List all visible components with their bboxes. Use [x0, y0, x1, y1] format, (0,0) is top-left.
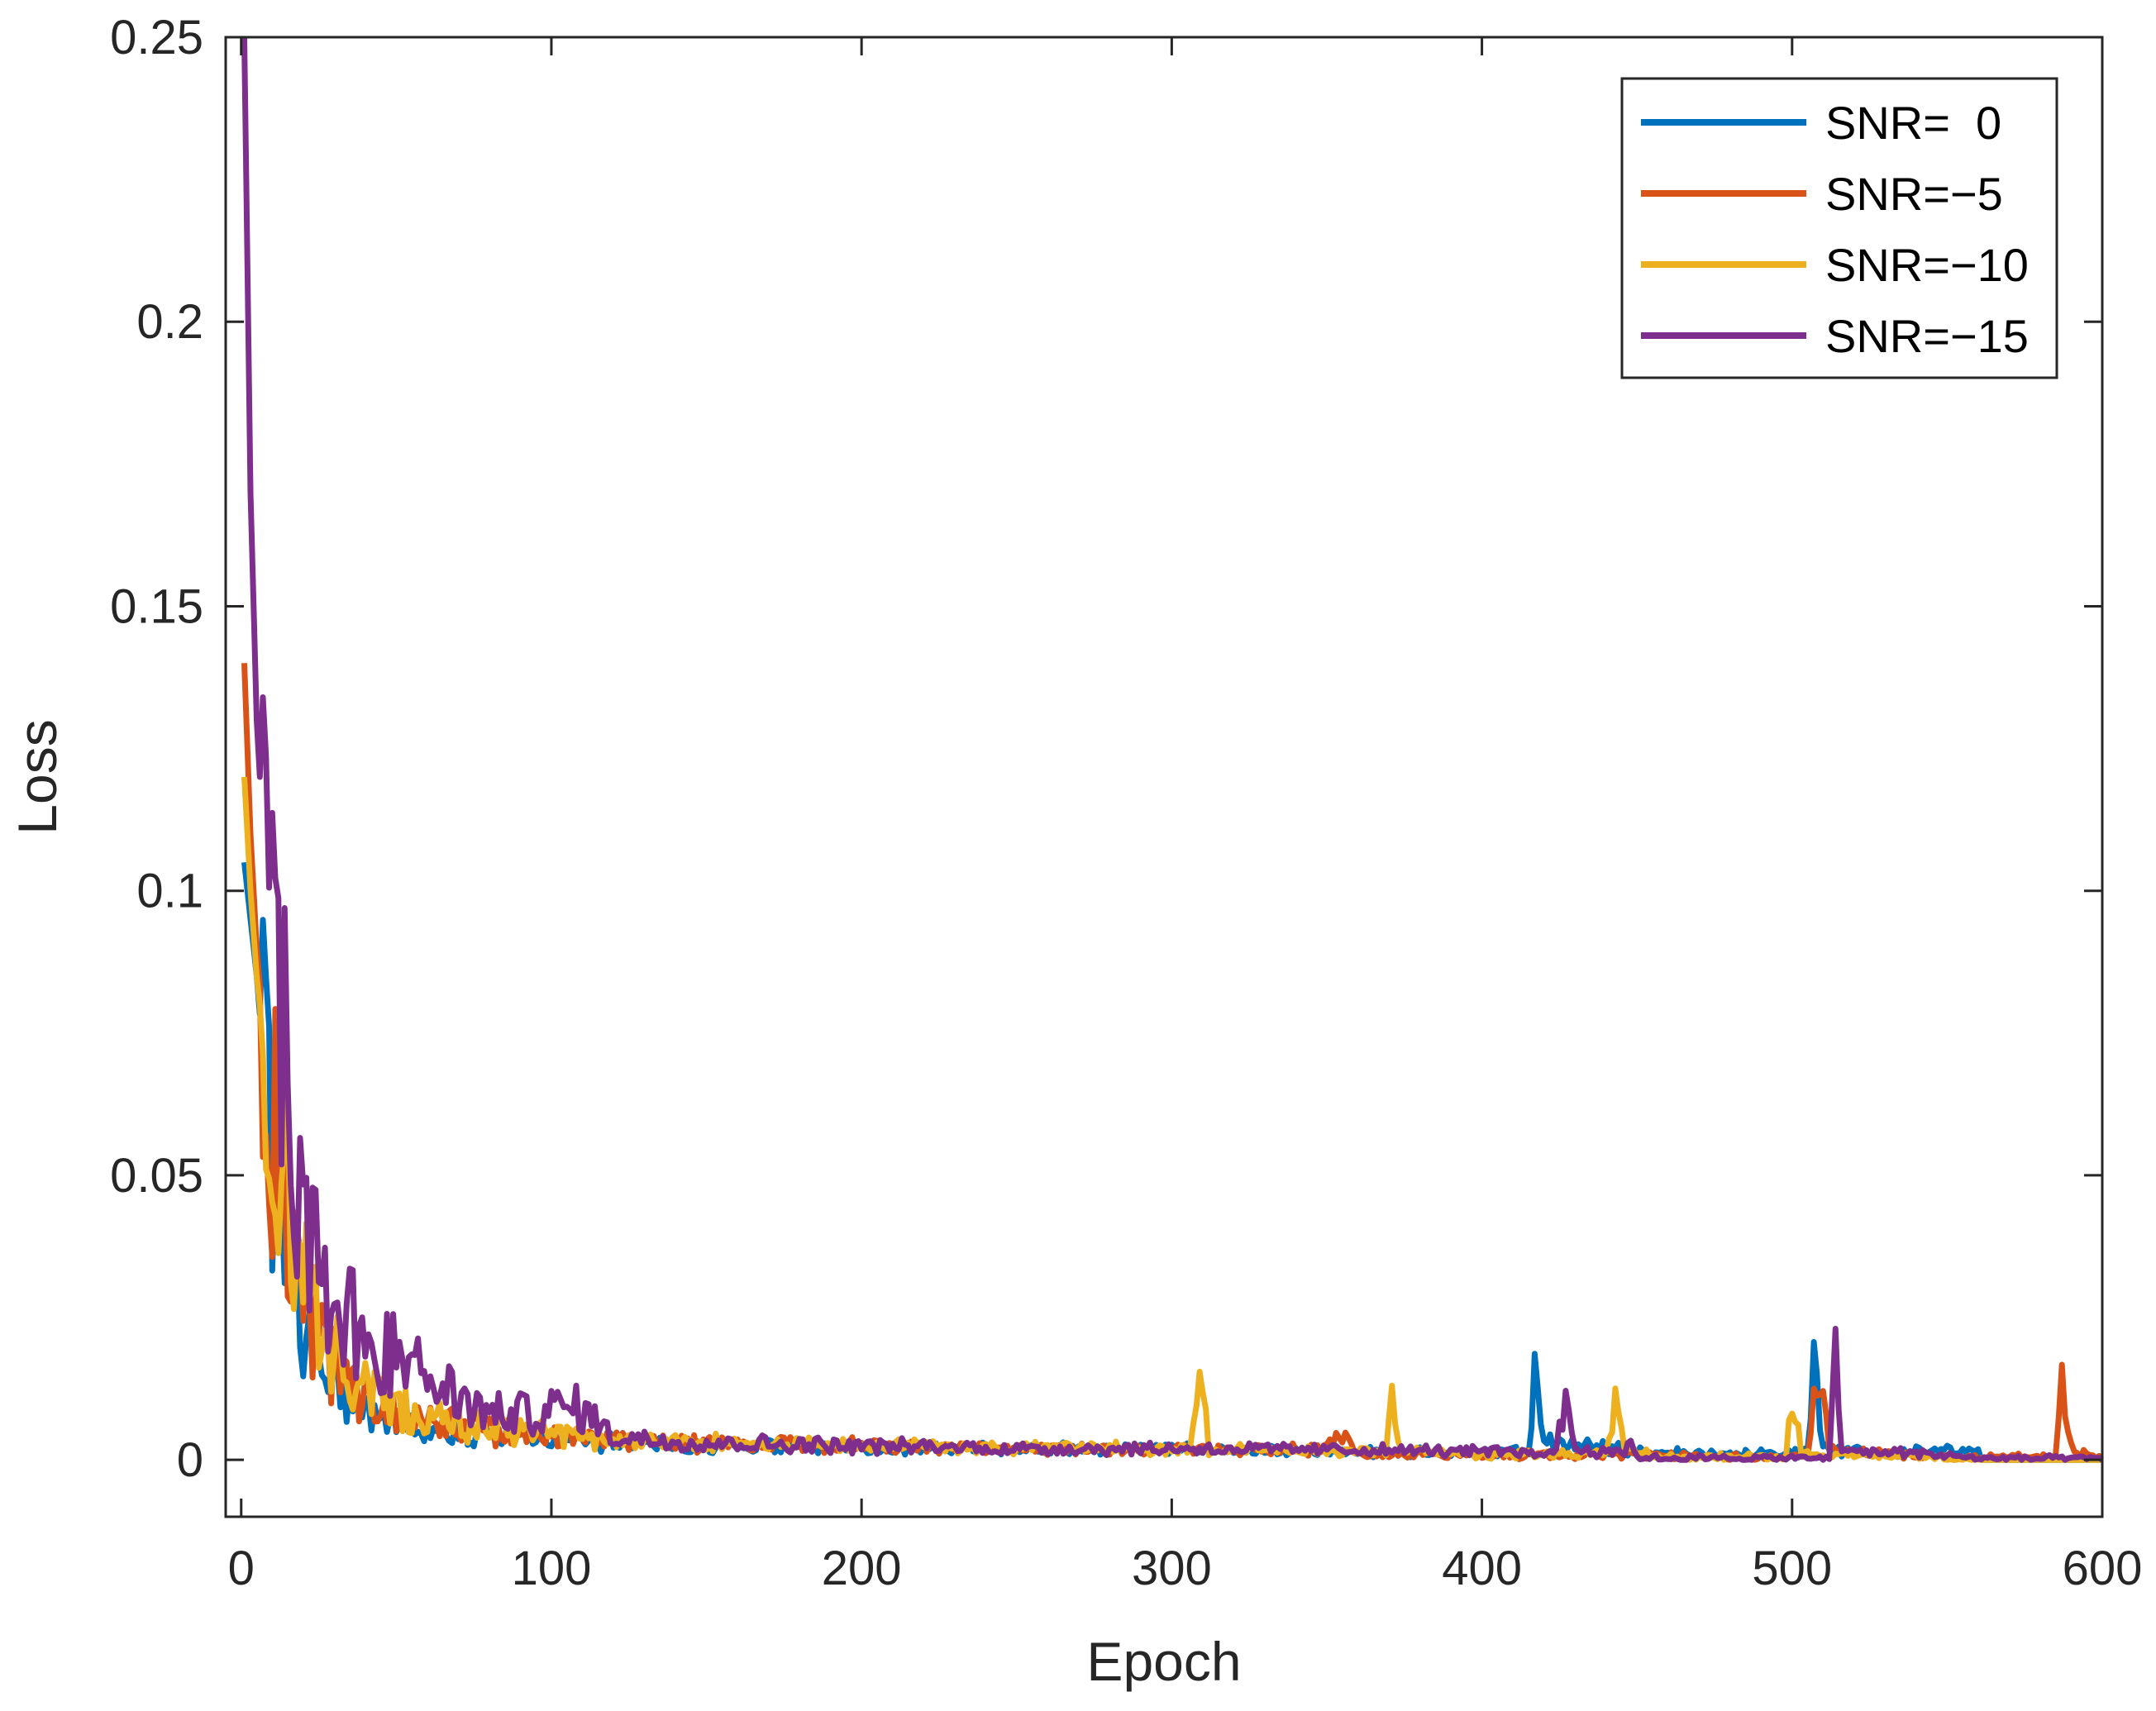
legend-label-2: SNR=−5	[1825, 168, 2003, 220]
y-tick-label: 0.2	[136, 295, 203, 349]
y-axis-title: Loss	[7, 719, 68, 834]
y-tick-label: 0.1	[136, 865, 203, 918]
y-tick-label: 0.05	[110, 1149, 203, 1203]
x-tick-label: 0	[228, 1542, 255, 1595]
x-tick-label: 300	[1132, 1542, 1212, 1595]
plot-frame	[224, 36, 2104, 1518]
legend: SNR= 0 SNR=−5 SNR=−10 SNR=−15	[1620, 77, 2058, 379]
x-tick-label: 600	[2063, 1542, 2143, 1595]
y-tick-label: 0	[177, 1433, 203, 1487]
x-tick-label: 500	[1752, 1542, 1832, 1595]
y-tick-label: 0.15	[110, 579, 203, 633]
x-axis-title: Epoch	[1086, 1631, 1241, 1692]
x-tick-label: 100	[512, 1542, 592, 1595]
legend-label-4: SNR=−15	[1825, 310, 2029, 362]
tick-layer: 0 100 200 300 400 500 600 0 0.05 0.1 0.15 0.2 0.25	[110, 11, 2142, 1595]
y-tick-label: 0.25	[110, 11, 203, 64]
series-line-4	[241, 36, 2104, 1463]
x-tick-label: 400	[1442, 1542, 1522, 1595]
x-tick-label: 200	[822, 1542, 902, 1595]
series-layer	[241, 36, 2104, 1463]
legend-label-1: SNR= 0	[1825, 97, 2001, 149]
legend-label-3: SNR=−10	[1825, 239, 2029, 291]
legend-box	[1620, 77, 2058, 379]
